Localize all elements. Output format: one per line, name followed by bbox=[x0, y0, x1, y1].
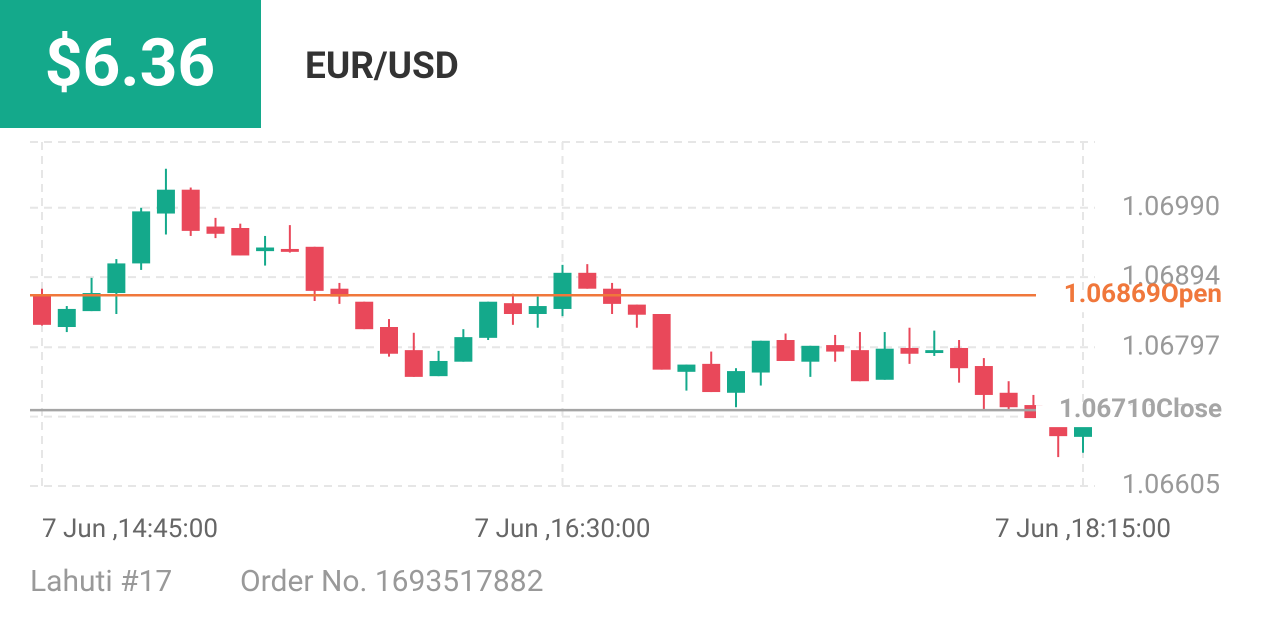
symbol: EUR/USD bbox=[305, 45, 459, 88]
candle-body bbox=[702, 363, 721, 393]
account: Lahuti #17 bbox=[30, 564, 172, 599]
candle-body bbox=[479, 301, 498, 338]
candle-body bbox=[776, 340, 795, 361]
candle-body bbox=[627, 304, 646, 315]
candle-body bbox=[429, 360, 448, 377]
candle-body bbox=[33, 295, 51, 325]
candle-body bbox=[503, 303, 522, 314]
reference-label-bg bbox=[1036, 290, 1226, 313]
x-tick-label: 7 Jun ,16:30:00 bbox=[475, 514, 651, 544]
candle-body bbox=[330, 288, 349, 297]
candle-body bbox=[826, 345, 845, 352]
candle-body bbox=[107, 263, 126, 294]
candle-body bbox=[578, 272, 597, 289]
candle-body bbox=[156, 189, 175, 214]
candle-body bbox=[727, 371, 745, 393]
x-tick-label: 7 Jun ,18:15:00 bbox=[995, 514, 1171, 544]
candle-body bbox=[801, 345, 820, 362]
candle-body bbox=[974, 366, 993, 395]
candle-body bbox=[132, 211, 151, 264]
candle-body bbox=[82, 293, 101, 312]
candle-body bbox=[380, 327, 398, 354]
candle-body bbox=[305, 246, 324, 291]
candle-body bbox=[206, 226, 225, 234]
y-tick-label: 1.06797 bbox=[1122, 329, 1220, 361]
candle-body bbox=[231, 228, 250, 256]
reference-name: Close bbox=[1156, 394, 1222, 424]
y-tick-label: 1.06990 bbox=[1122, 190, 1220, 222]
reference-name: Open bbox=[1161, 279, 1222, 309]
candle-body bbox=[925, 350, 944, 354]
candle-body bbox=[553, 272, 572, 309]
candle-body bbox=[850, 350, 869, 382]
candle-body bbox=[528, 306, 547, 314]
candle-body bbox=[355, 301, 374, 330]
candle-body bbox=[404, 350, 423, 377]
candle-body bbox=[999, 392, 1018, 408]
candle-body bbox=[751, 340, 770, 373]
reference-label: 1.06710Close bbox=[1059, 394, 1222, 424]
candle-body bbox=[652, 314, 671, 370]
y-tick-label: 1.06605 bbox=[1122, 468, 1220, 500]
reference-value: 1.06869 bbox=[1064, 279, 1161, 309]
candle-body bbox=[181, 189, 200, 231]
candle-body bbox=[875, 348, 894, 380]
amount: $6.36 bbox=[45, 25, 216, 102]
candle-body bbox=[256, 247, 275, 252]
x-tick-label: 7 Jun ,14:45:00 bbox=[42, 514, 218, 544]
candle-body bbox=[57, 308, 76, 328]
amount-badge bbox=[0, 0, 261, 128]
candle-body bbox=[677, 364, 696, 372]
candle-body bbox=[454, 337, 473, 362]
y-tick-label: 1.06894 bbox=[1122, 259, 1220, 291]
reference-label: 1.06869Open bbox=[1064, 279, 1222, 309]
reference-label-bg bbox=[1036, 405, 1226, 428]
candle-body bbox=[280, 248, 299, 252]
candle-body bbox=[900, 347, 919, 354]
candle-body bbox=[950, 347, 969, 369]
order-number: Order No. 1693517882 bbox=[240, 564, 543, 599]
reference-value: 1.06710 bbox=[1059, 394, 1156, 424]
